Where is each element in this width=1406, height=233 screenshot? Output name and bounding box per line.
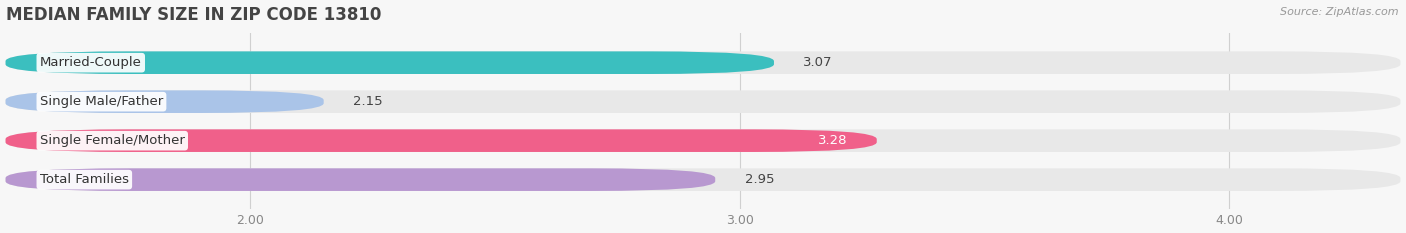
FancyBboxPatch shape xyxy=(6,168,1400,191)
Text: 3.07: 3.07 xyxy=(803,56,832,69)
FancyBboxPatch shape xyxy=(6,51,1400,74)
FancyBboxPatch shape xyxy=(6,168,716,191)
Text: Single Male/Father: Single Male/Father xyxy=(39,95,163,108)
Text: 2.95: 2.95 xyxy=(745,173,775,186)
Text: Source: ZipAtlas.com: Source: ZipAtlas.com xyxy=(1281,7,1399,17)
Text: MEDIAN FAMILY SIZE IN ZIP CODE 13810: MEDIAN FAMILY SIZE IN ZIP CODE 13810 xyxy=(6,6,381,24)
Text: Total Families: Total Families xyxy=(39,173,129,186)
Text: 3.28: 3.28 xyxy=(818,134,848,147)
FancyBboxPatch shape xyxy=(6,129,877,152)
FancyBboxPatch shape xyxy=(6,90,323,113)
FancyBboxPatch shape xyxy=(6,129,1400,152)
Text: 2.15: 2.15 xyxy=(353,95,382,108)
FancyBboxPatch shape xyxy=(6,90,1400,113)
FancyBboxPatch shape xyxy=(6,51,773,74)
Text: Married-Couple: Married-Couple xyxy=(39,56,142,69)
Text: Single Female/Mother: Single Female/Mother xyxy=(39,134,184,147)
